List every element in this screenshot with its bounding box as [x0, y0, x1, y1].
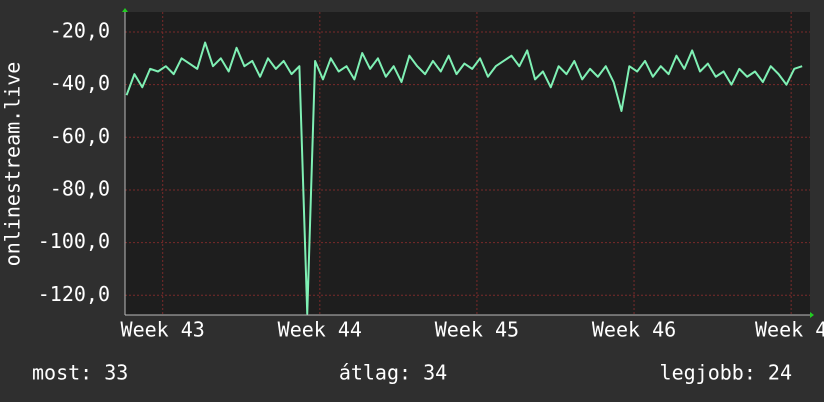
x-tick-label: Week 45 — [435, 318, 519, 342]
x-axis-arrow — [810, 312, 814, 318]
y-tick-label: -60,0 — [50, 124, 110, 148]
y-tick-label: -80,0 — [50, 176, 110, 200]
footer-current: most: 33 — [32, 361, 128, 385]
y-axis-arrow — [122, 8, 128, 12]
line — [125, 41, 803, 315]
y-tick-label: -20,0 — [50, 19, 110, 43]
y-tick-label: -100,0 — [38, 229, 110, 253]
y-tick-label: -120,0 — [38, 282, 110, 306]
x-tick-label: Week 4 — [755, 318, 824, 342]
x-tick-label: Week 46 — [592, 318, 676, 342]
x-tick-label: Week 43 — [121, 318, 205, 342]
y-axis-label: onlinestream.live — [1, 62, 25, 267]
footer-max: legjobb: 24 — [660, 361, 792, 385]
footer-average: átlag: 34 — [339, 361, 447, 385]
plot-area — [125, 12, 810, 315]
y-tick-label: -40,0 — [50, 71, 110, 95]
x-tick-label: Week 44 — [278, 318, 362, 342]
